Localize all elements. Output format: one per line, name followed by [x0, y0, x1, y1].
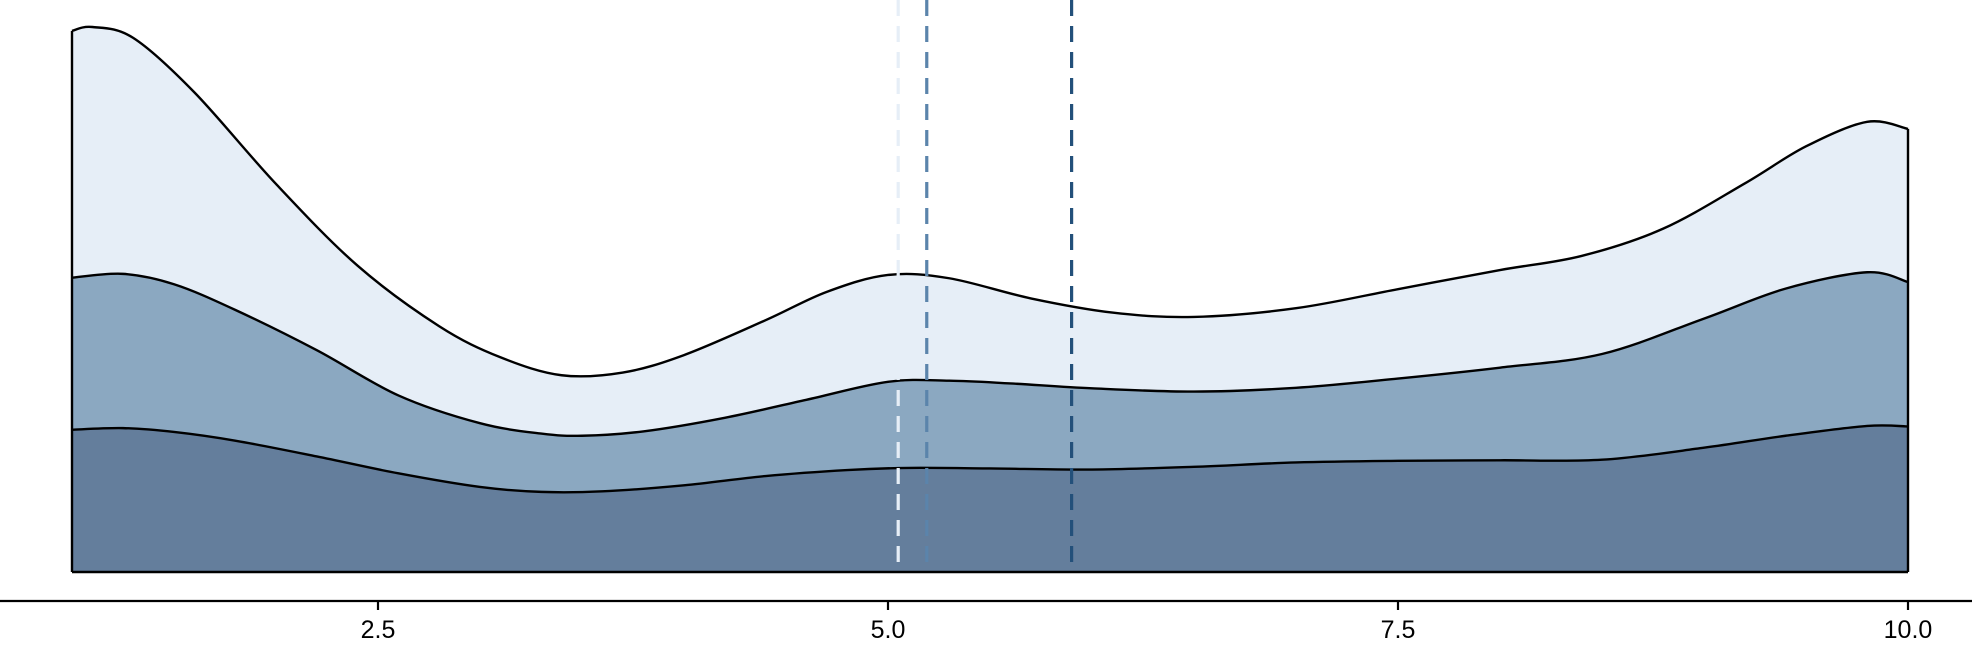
x-tick-label-2: 5.0 — [871, 616, 906, 644]
density-curve-2 — [71, 271, 1909, 438]
x-tick-label-4: 10.0 — [1884, 616, 1933, 644]
reference-lines-group — [896, 0, 1074, 566]
areas-group — [70, 25, 1910, 574]
density-curve-3 — [71, 25, 1909, 378]
density-area-1 — [72, 425, 1908, 572]
x-axis: 2.5 5.0 7.5 10.0 — [0, 599, 1972, 644]
x-tick-label-3: 7.5 — [1381, 616, 1416, 644]
density-curve-1 — [71, 424, 1909, 494]
x-tick-label-1: 2.5 — [361, 616, 396, 644]
